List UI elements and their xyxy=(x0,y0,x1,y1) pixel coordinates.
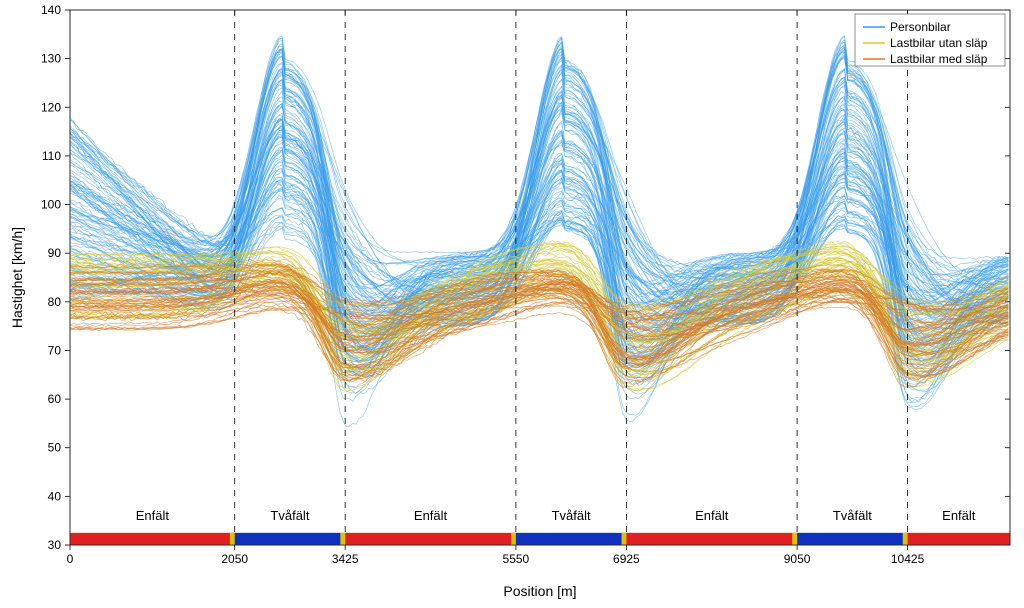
legend-label: Lastbilar med släp xyxy=(890,52,988,66)
section-label: Enfält xyxy=(695,508,729,523)
y-tick-label: 140 xyxy=(41,3,61,17)
y-tick-label: 100 xyxy=(41,198,61,212)
section-band-segment xyxy=(797,533,907,545)
y-tick-label: 40 xyxy=(48,489,62,503)
x-tick-label: 2050 xyxy=(221,552,248,566)
y-tick-label: 120 xyxy=(41,100,61,114)
x-tick-label: 3425 xyxy=(332,552,359,566)
section-label: Enfält xyxy=(942,508,976,523)
section-label: Enfält xyxy=(136,508,170,523)
legend-label: Personbilar xyxy=(890,20,951,34)
y-tick-label: 60 xyxy=(48,392,62,406)
y-axis-label: Hastighet [km/h] xyxy=(9,227,25,328)
legend-label: Lastbilar utan släp xyxy=(890,36,988,50)
y-tick-label: 90 xyxy=(48,246,62,260)
x-tick-label: 5550 xyxy=(503,552,530,566)
section-band-segment xyxy=(908,533,1010,545)
x-tick-label: 9050 xyxy=(784,552,811,566)
y-tick-label: 30 xyxy=(48,538,62,552)
y-tick-label: 110 xyxy=(42,149,61,163)
chart-svg: 30 40 50 60 70 80 90 100 110 120 130 140 0 2050 3425 55… xyxy=(0,0,1024,608)
x-tick-label: 10425 xyxy=(891,552,925,566)
x-axis-label: Position [m] xyxy=(503,583,576,599)
section-label: Tvåfält xyxy=(833,508,872,523)
section-label: Tvåfält xyxy=(552,508,591,523)
section-band-segment xyxy=(235,533,345,545)
section-band-segment xyxy=(516,533,626,545)
y-tick-label: 50 xyxy=(48,441,62,455)
x-tick-label: 0 xyxy=(67,552,74,566)
section-band-segment xyxy=(70,533,235,545)
section-band-segment xyxy=(345,533,516,545)
y-tick-label: 70 xyxy=(48,343,62,357)
section-label: Tvåfält xyxy=(270,508,309,523)
y-tick-label: 80 xyxy=(48,295,62,309)
section-band-segment xyxy=(626,533,797,545)
x-tick-label: 6925 xyxy=(613,552,640,566)
speed-position-chart: 30 40 50 60 70 80 90 100 110 120 130 140 0 2050 3425 55… xyxy=(0,0,1024,608)
y-tick-label: 130 xyxy=(41,52,61,66)
section-label: Enfält xyxy=(414,508,448,523)
